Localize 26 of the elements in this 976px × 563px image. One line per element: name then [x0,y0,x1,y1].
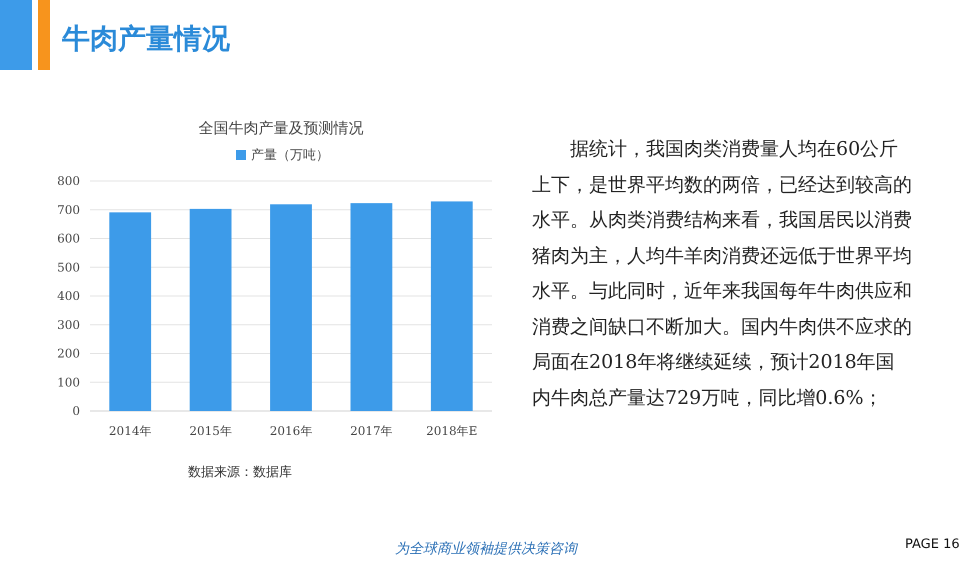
y-tick-label: 400 [57,289,80,303]
bar [109,212,152,411]
bar [190,208,232,411]
y-tick-label: 600 [57,232,80,246]
x-tick-label: 2016年 [270,424,312,438]
bar [430,201,473,411]
text: PAGE 16 [905,537,960,552]
bar [350,203,392,411]
y-tick-label: 800 [57,174,80,188]
x-tick-label: 2018年E [426,424,478,438]
text: 牛肉产量情况 [62,21,230,57]
x-tick-label: 2015年 [189,424,232,438]
y-tick-label: 100 [57,375,80,390]
bar [270,204,312,411]
y-tick-label: 500 [57,260,80,274]
text: 据统计，我国肉类消费量人均在60公斤上下，是世界平均数的两倍，已经达到较高的水平。从肉类消费结构来看，我国居民以消费猪肉为主，人均牛羊肉消费还远低于世界平均水平。与此同时，近年来我国每年牛肉供应和消费之间缺口不断加大。国内牛肉供不应求的局面在2018年将继续延续，预计2018年国内牛肉总产量达729万吨，同比增0.6%； [532,137,912,410]
y-tick-label: 700 [57,202,80,217]
y-tick-label: 0 [72,404,80,418]
text: 为全球商业领袖提供决策咨询 [395,540,577,558]
x-tick-label: 2017年 [350,424,393,438]
y-tick-label: 300 [57,318,80,332]
chart-title: 全国牛肉产量及预测情况 [198,119,364,137]
legend-label: 产量（万吨） [251,148,329,163]
y-tick-label: 200 [57,346,80,360]
x-tick-label: 2014年 [108,424,152,438]
source-note: 数据来源：数据库 [188,464,292,481]
